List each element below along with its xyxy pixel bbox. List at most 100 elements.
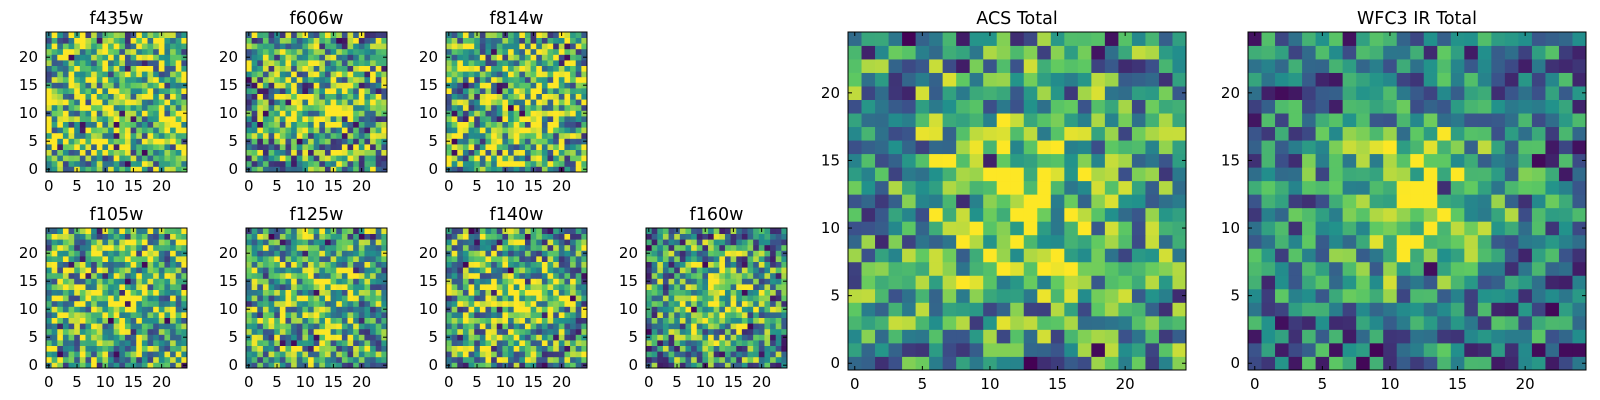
heatmap-cell: [381, 155, 388, 162]
heatmap-cell: [74, 60, 81, 66]
y-tick-label: 15: [619, 272, 638, 290]
heatmap-cell: [341, 149, 348, 156]
heatmap-cell: [875, 329, 889, 344]
heatmap-cell: [474, 300, 481, 307]
heatmap-cell: [983, 315, 998, 330]
heatmap-cell: [381, 228, 388, 234]
heatmap-cell: [96, 261, 103, 268]
heatmap-cell: [457, 43, 464, 50]
heatmap-cell: [341, 250, 348, 257]
heatmap-cell: [330, 144, 337, 150]
heatmap-cell: [530, 278, 537, 285]
heatmap-cell: [136, 328, 143, 335]
heatmap-cell: [141, 323, 148, 330]
heatmap-cell: [530, 71, 537, 78]
heatmap-cell: [262, 356, 269, 363]
heatmap-cell: [170, 261, 177, 268]
heatmap-cell: [519, 256, 526, 262]
heatmap-cell: [696, 228, 703, 234]
heatmap-cell: [279, 362, 286, 369]
heatmap-cell: [324, 121, 331, 128]
heatmap-cell: [268, 37, 275, 44]
heatmap-cell: [181, 132, 188, 139]
heatmap-cell: [485, 256, 492, 262]
heatmap-cell: [662, 278, 669, 285]
heatmap-cell: [1172, 356, 1187, 371]
heatmap-cell: [85, 48, 92, 55]
heatmap-cell: [147, 345, 154, 352]
heatmap-cell: [302, 43, 309, 50]
heatmap-cell: [530, 160, 537, 167]
heatmap-cell: [541, 312, 548, 318]
heatmap-cell: [1064, 234, 1079, 249]
heatmap-cell: [575, 351, 582, 358]
heatmap-cell: [153, 317, 160, 324]
heatmap-cell: [753, 306, 760, 313]
heatmap-cell: [674, 295, 681, 302]
heatmap-cell: [764, 278, 771, 285]
heatmap-cell: [679, 306, 686, 313]
heatmap-cell: [758, 323, 765, 330]
heatmap-cell: [708, 272, 715, 279]
heatmap-cell: [130, 110, 137, 117]
heatmap-cell: [68, 99, 75, 106]
heatmap-cell: [446, 244, 453, 251]
heatmap-cell: [1077, 329, 1092, 344]
heatmap-cell: [319, 340, 326, 346]
heatmap-cell: [691, 345, 698, 352]
heatmap-cell: [462, 88, 469, 94]
heatmap-cell: [170, 88, 177, 94]
heatmap-cell: [462, 334, 469, 341]
heatmap-cell: [479, 233, 486, 240]
heatmap-cell: [370, 356, 377, 363]
heatmap-cell: [268, 110, 275, 117]
x-tick-label: 20: [552, 373, 571, 391]
heatmap-cell: [474, 306, 481, 313]
heatmap-cell: [1118, 194, 1133, 209]
heatmap-cell: [451, 233, 458, 240]
heatmap-cell: [468, 233, 475, 240]
heatmap-cell: [502, 356, 509, 363]
heatmap-cell: [91, 127, 98, 134]
heatmap-cell: [468, 82, 475, 89]
heatmap-cell: [130, 60, 137, 66]
heatmap-cell: [364, 160, 371, 167]
heatmap-cell: [651, 250, 658, 257]
heatmap-cell: [530, 138, 537, 145]
heatmap-cell: [691, 300, 698, 307]
heatmap-cell: [74, 284, 81, 290]
heatmap-cell: [296, 149, 303, 156]
heatmap-cell: [651, 289, 658, 296]
heatmap-cell: [375, 166, 382, 173]
heatmap-cell: [1118, 275, 1133, 290]
heatmap-cell: [541, 233, 548, 240]
heatmap-cell: [451, 104, 458, 111]
heatmap-cell: [457, 233, 464, 240]
heatmap-cell: [479, 65, 486, 72]
heatmap-cell: [1104, 234, 1119, 249]
heatmap-cell: [74, 312, 81, 318]
heatmap-cell: [775, 328, 782, 335]
heatmap-cell: [119, 256, 126, 262]
heatmap-cell: [524, 289, 531, 296]
heatmap-cell: [113, 93, 120, 100]
heatmap-cell: [319, 43, 326, 50]
heatmap-cell: [479, 284, 486, 290]
heatmap-cell: [341, 306, 348, 313]
heatmap-cell: [274, 144, 281, 150]
heatmap-cell: [446, 65, 453, 72]
heatmap-cell: [1131, 167, 1146, 182]
heatmap-cell: [519, 149, 526, 156]
heatmap-cell: [57, 317, 64, 324]
heatmap-cell: [902, 356, 916, 371]
heatmap-cell: [451, 278, 458, 285]
heatmap-cell: [541, 99, 548, 106]
heatmap-cell: [353, 295, 360, 302]
heatmap-cell: [113, 138, 120, 145]
heatmap-cell: [564, 306, 571, 313]
heatmap-cell: [175, 250, 182, 257]
heatmap-cell: [370, 149, 377, 156]
heatmap-cell: [353, 250, 360, 257]
heatmap-cell: [491, 351, 498, 358]
heatmap-cell: [1037, 288, 1052, 303]
